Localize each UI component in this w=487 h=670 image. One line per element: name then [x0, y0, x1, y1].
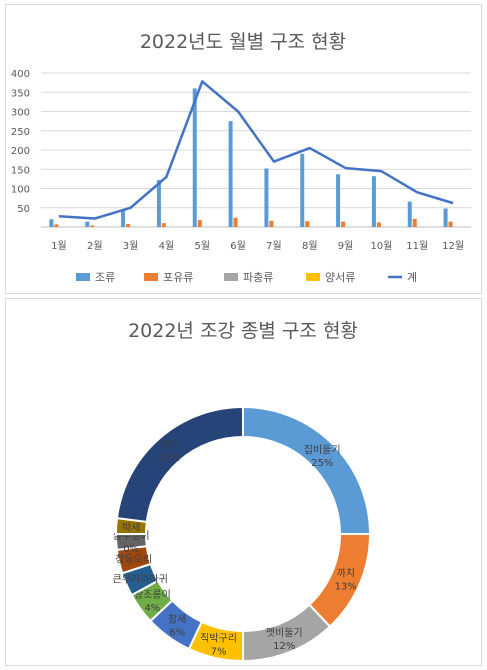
bar-포유류: [197, 220, 202, 227]
x-tick-label: 1월: [51, 240, 67, 252]
x-tick-label: 8월: [302, 240, 318, 252]
slice-label: 참새: [168, 614, 186, 626]
legend-swatch: [224, 273, 238, 281]
bar-조류: [371, 176, 376, 227]
y-tick-label: 100: [11, 185, 30, 196]
x-tick-label: 3월: [123, 240, 139, 252]
bar-조류: [192, 88, 197, 228]
bar-포유류: [126, 223, 131, 227]
legend-swatch: [306, 273, 320, 281]
y-tick-label: 150: [11, 165, 30, 176]
slice-percent: 13%: [335, 581, 357, 592]
legend-swatch: [76, 273, 90, 281]
bar-포유류: [54, 224, 59, 227]
bar-조류: [121, 210, 126, 227]
x-tick-label: 7월: [266, 240, 282, 252]
y-tick-label: 350: [11, 88, 30, 99]
x-tick-label: 2월: [87, 240, 103, 252]
slice-percent: 0%: [123, 544, 139, 555]
x-tick-label: 6월: [230, 240, 246, 252]
legend-label: 양서류: [325, 271, 355, 284]
bar-조류: [49, 219, 54, 227]
bar-포유류: [376, 222, 381, 227]
bar-조류: [336, 174, 341, 227]
bar-포유류: [269, 220, 274, 227]
bar-포유류: [161, 223, 166, 227]
bar-조류: [443, 208, 448, 227]
slice-label: 청둥오리: [115, 553, 152, 565]
slice-label: 까치: [337, 567, 355, 579]
slice-percent: 4%: [144, 603, 160, 614]
slice-label: 황조롱이: [134, 589, 171, 601]
bar-포유류: [448, 221, 453, 227]
slice-percent: 12%: [273, 641, 295, 652]
y-tick-label: 200: [11, 146, 30, 157]
slice-까치: [307, 533, 372, 628]
legend-label: 포유류: [163, 271, 193, 284]
bar-조류: [156, 180, 161, 227]
y-tick-label: 50: [17, 204, 30, 215]
slice-percent: 7%: [211, 646, 227, 657]
y-tick-label: 300: [11, 108, 30, 119]
bar-포유류: [233, 217, 238, 227]
bar-포유류: [341, 221, 346, 227]
slice-label: 멧비둘기: [266, 627, 303, 639]
chart-title: 2022년 조강 종별 구조 현황: [128, 320, 358, 342]
bar-포유류: [412, 218, 417, 227]
slice-percent: 25%: [311, 458, 333, 469]
y-tick-label: 400: [11, 69, 30, 80]
x-tick-label: 10월: [370, 240, 392, 252]
bar-조류: [228, 121, 233, 227]
x-tick-label: 12월: [442, 240, 464, 252]
slice-percent: 23%: [158, 453, 180, 464]
x-tick-label: 11월: [406, 240, 428, 252]
line-계: [58, 80, 454, 220]
legend-swatch: [144, 273, 158, 281]
chart-title: 2022년도 월별 구조 현황: [140, 31, 346, 53]
y-tick-label: 250: [11, 127, 30, 138]
slice-label: 직박구리: [200, 632, 237, 644]
legend-label: 파충류: [243, 271, 273, 284]
slice-label: 기타: [160, 439, 178, 451]
legend-label: 계: [407, 271, 417, 284]
monthly-chart-panel: 2022년도 월별 구조 현황 400 350 300 250 200 150 100 50 1월…: [5, 4, 482, 294]
bar-조류: [85, 221, 90, 227]
slice-label: 박새: [122, 522, 140, 534]
bar-조류: [264, 168, 269, 227]
slice-집비둘기: [242, 405, 372, 535]
bar-조류: [407, 201, 412, 227]
slice-기타: [115, 405, 244, 523]
bar-조류: [300, 153, 305, 227]
slice-percent: 6%: [169, 628, 185, 639]
legend-label: 조류: [95, 271, 115, 284]
bar-포유류: [90, 225, 95, 227]
slice-label: 집비둘기: [304, 444, 341, 456]
x-tick-label: 4월: [159, 240, 175, 252]
monthly-rescue-chart: 2022년도 월별 구조 현황 400 350 300 250 200 150 100 50 1월…: [11, 31, 471, 284]
x-tick-label: 5월: [194, 240, 210, 252]
x-tick-label: 9월: [338, 240, 354, 252]
bar-포유류: [305, 221, 310, 227]
slice-label: 큰부리까마귀: [113, 573, 168, 585]
